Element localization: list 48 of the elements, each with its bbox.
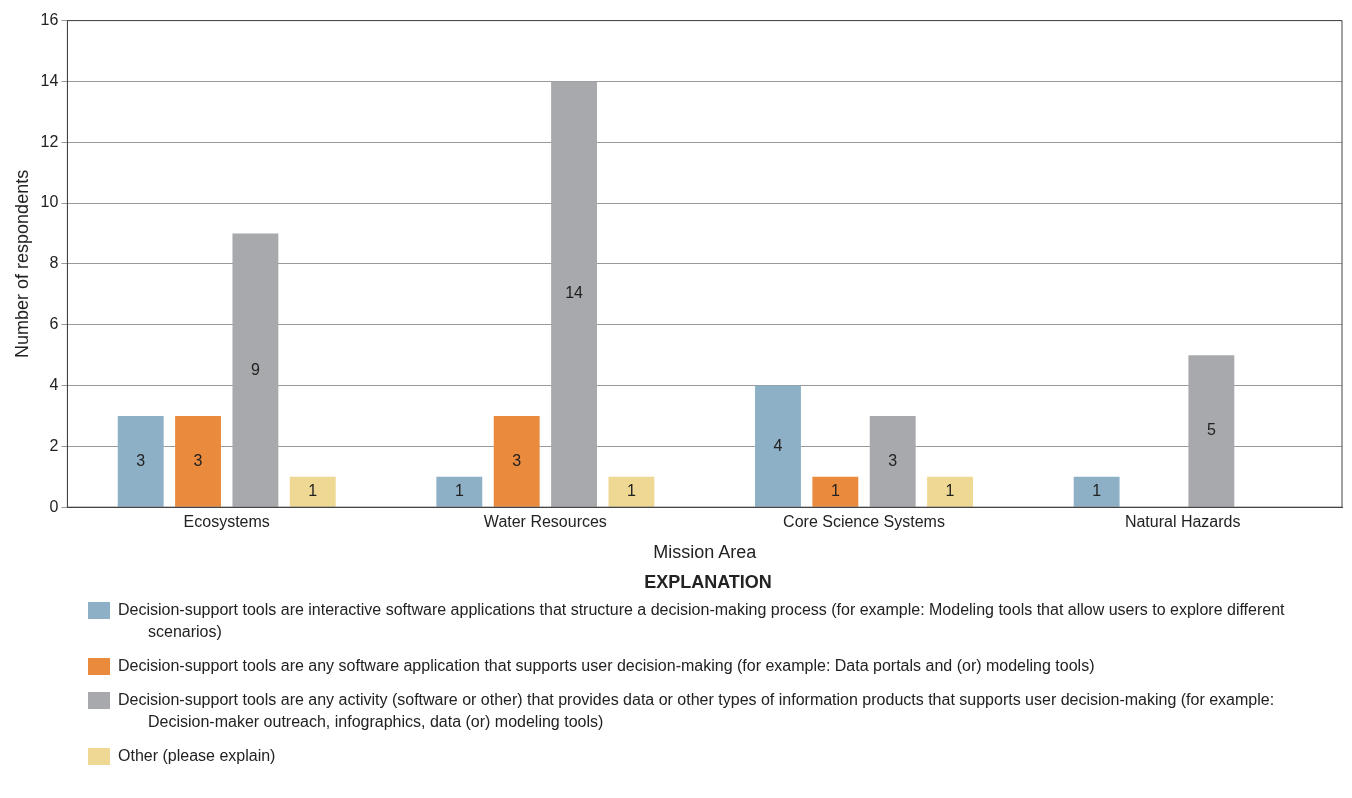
y-tick-label: 6 <box>49 315 59 333</box>
y-tick-label: 4 <box>49 375 59 393</box>
bar <box>117 415 164 507</box>
data-label: 1 <box>1092 482 1102 500</box>
x-axis-title: Mission Area <box>653 542 758 563</box>
bar <box>869 415 916 507</box>
data-label: 4 <box>773 436 783 454</box>
bar <box>608 476 655 507</box>
data-label: 1 <box>945 482 955 500</box>
bar <box>175 415 221 507</box>
bar <box>551 81 597 507</box>
y-tick-label: 12 <box>40 132 59 150</box>
data-label: 3 <box>512 451 522 469</box>
legend-label: Decision-support tools are any activity (software or other) that provides data or other types of information products that supports user decision-making (for example: Decision-maker outreach, infographics, data (or) modeling tools) <box>118 690 1276 732</box>
bar <box>436 476 483 507</box>
y-tick-label: 10 <box>40 193 59 211</box>
bar <box>289 476 336 507</box>
data-label: 1 <box>308 482 318 500</box>
data-label: 3 <box>888 451 898 469</box>
data-label: 9 <box>250 360 260 378</box>
bar <box>927 476 973 507</box>
x-tick-label: Core Science Systems <box>783 513 945 531</box>
data-label: 14 <box>565 284 584 302</box>
data-label: 3 <box>193 451 203 469</box>
y-tick-label: 16 <box>40 11 59 29</box>
legend-label: Decision-support tools are any software application that supports user decision-making (for example: Data portals and (or) modeling tools) <box>118 656 1095 676</box>
x-tick-label: Natural Hazards <box>1124 513 1241 531</box>
legend-title: EXPLANATION <box>643 572 773 593</box>
data-label: 1 <box>830 482 840 500</box>
bar <box>232 233 279 507</box>
legend-label: Decision-support tools are interactive software applications that structure a decision-making process (for example: Modeling tools that allow users to explore different scenarios) <box>118 600 1286 642</box>
data-label: 3 <box>136 451 146 469</box>
y-tick-label: 8 <box>49 254 59 272</box>
y-tick-label: 14 <box>40 71 59 89</box>
data-label: 5 <box>1206 421 1216 439</box>
bar <box>1188 355 1235 507</box>
x-tick-label: Water Resources <box>483 513 607 531</box>
legend-label: Other (please explain) <box>118 746 276 766</box>
bar <box>493 415 540 507</box>
y-axis-title: Number of respondents <box>11 169 32 358</box>
bar <box>1073 476 1120 507</box>
data-label: 1 <box>454 482 464 500</box>
bar <box>755 385 801 507</box>
data-label: 1 <box>626 482 636 500</box>
y-tick-label: 0 <box>49 497 59 515</box>
y-tick-label: 2 <box>49 436 59 454</box>
bar <box>812 476 859 507</box>
x-tick-label: Ecosystems <box>183 513 270 531</box>
